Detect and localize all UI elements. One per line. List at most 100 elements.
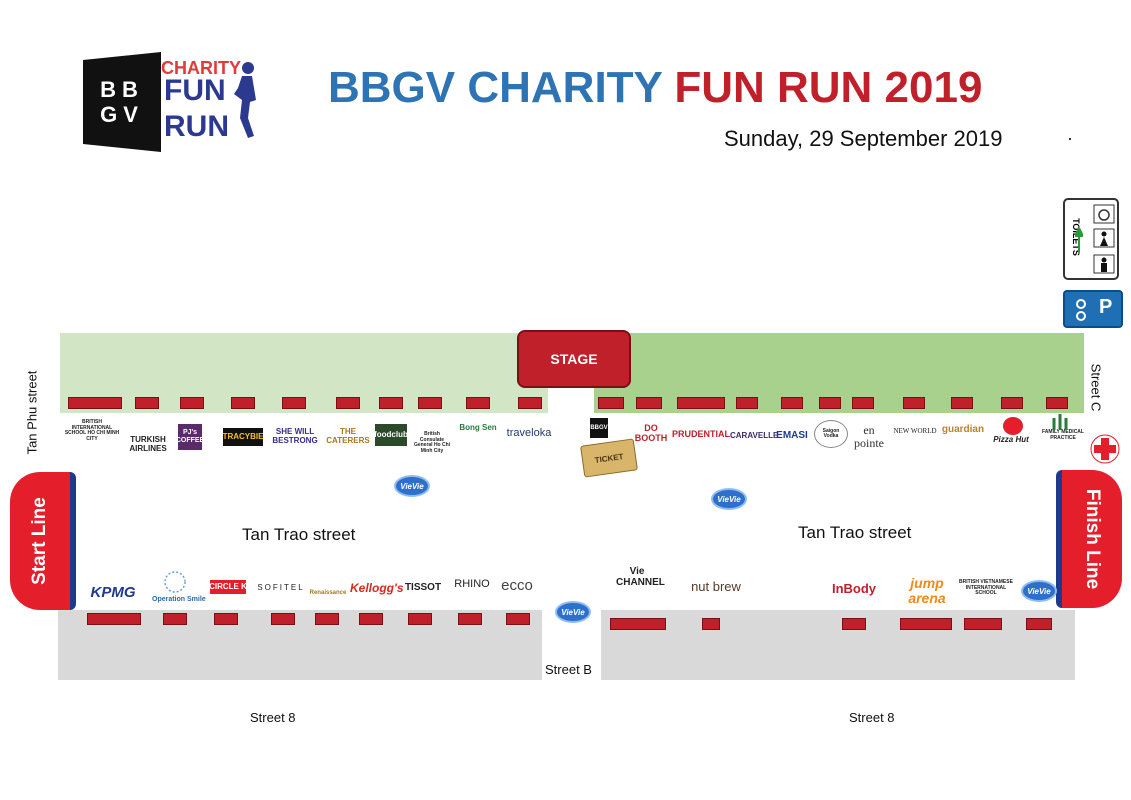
decorative-dot <box>1069 138 1071 140</box>
booth <box>271 613 295 625</box>
booth <box>282 397 306 409</box>
male-icon <box>1093 254 1115 274</box>
sponsor-pjs-coffee: PJ's COFFEE <box>176 424 204 450</box>
sponsor-circle-k: CIRCLE K <box>209 580 247 594</box>
logo-fun-text: FUN <box>164 74 226 107</box>
sponsor-vie-channel: Vie CHANNEL <box>616 566 665 588</box>
sponsor-bis: BRITISH INTERNATIONAL SCHOOL HO CHI MINH… <box>64 419 120 442</box>
street-8-left: Street 8 <box>250 710 296 725</box>
booth <box>781 397 803 409</box>
booth <box>231 397 255 409</box>
vie-label: VieVie <box>1027 586 1051 596</box>
vie-water-station: VieVie <box>555 601 591 623</box>
sponsor-do-booth: DO BOOTH <box>634 423 668 443</box>
sponsor-rhino: RHINO <box>454 578 490 590</box>
booth <box>1001 397 1023 409</box>
sponsor-nut-brew: nut brew <box>691 579 741 594</box>
sponsor-emasi: EMASI <box>776 430 808 441</box>
booth <box>736 397 758 409</box>
first-aid-icon <box>1090 434 1120 464</box>
street-tan-trao-right: Tan Trao street <box>798 523 912 542</box>
event-date: Sunday, 29 September 2019 <box>724 126 1003 151</box>
accessible-icon <box>1093 204 1115 224</box>
sponsor-guardian: guardian <box>941 424 985 435</box>
logo-bb-text: BB <box>100 76 144 102</box>
vie-water-station: VieVie <box>711 488 747 510</box>
booth <box>900 618 952 630</box>
booth <box>903 397 925 409</box>
booth <box>336 397 360 409</box>
fmp-icon <box>1052 414 1068 430</box>
parking-sign: P <box>1063 290 1123 328</box>
sponsor-caravelle: CARAVELLE <box>730 431 779 440</box>
sponsor-bvis: BRITISH VIETNAMESE INTERNATIONAL SCHOOL <box>959 579 1013 596</box>
booth <box>458 613 482 625</box>
booth <box>466 397 490 409</box>
vie-label: VieVie <box>400 481 424 491</box>
sponsor-family-medical-practice: FAMILY MEDICAL PRACTICE <box>1042 429 1084 441</box>
page-title: BBGV CHARITY FUN RUN 2019 <box>328 66 982 110</box>
booth <box>379 397 403 409</box>
booth <box>506 613 530 625</box>
vie-water-station: VieVie <box>394 475 430 497</box>
booth <box>518 397 542 409</box>
logo-gv-text: GV <box>100 102 144 127</box>
runner-icon <box>234 62 256 138</box>
booth <box>702 618 720 630</box>
toilets-sign: TOILETS <box>1063 198 1119 280</box>
booth <box>636 397 662 409</box>
stage: STAGE <box>517 330 631 388</box>
operation-smile-icon <box>164 571 186 593</box>
sponsor-jump-arena: jump arena <box>908 575 946 607</box>
motorbike-icon <box>1076 299 1086 321</box>
female-icon <box>1093 228 1115 248</box>
sponsor-en-pointe: en pointe <box>854 423 884 451</box>
bbgv-logo: BB GV <box>83 52 161 152</box>
booth <box>315 613 339 625</box>
sponsor-pizza-hut: Pizza Hut <box>993 435 1029 444</box>
booth <box>677 397 725 409</box>
sponsor-kpmg: KPMG <box>90 584 136 601</box>
sponsor-she-will-bestrong: SHE WILL BESTRONG <box>272 427 318 445</box>
sponsor-bong-sen: Bong Sen <box>459 423 497 432</box>
sponsor-renaissance: Renaissance <box>309 590 347 596</box>
sponsor-saigon-vodka: Saigon Vodka <box>814 420 848 448</box>
vie-label: VieVie <box>561 607 585 617</box>
start-line-label: Start Line <box>29 497 50 585</box>
booth <box>87 613 141 625</box>
booth <box>359 613 383 625</box>
sponsor-tracybie: TRACYBIE <box>223 428 263 446</box>
street-c: Street C <box>1088 363 1104 412</box>
finish-line-label: Finish Line <box>1082 488 1103 590</box>
ticket-booth: TICKET <box>580 438 638 478</box>
booth <box>180 397 204 409</box>
booth <box>408 613 432 625</box>
booth <box>1046 397 1068 409</box>
sponsor-operation-smile: Operation Smile <box>152 596 206 603</box>
street-tan-phu: Tan Phu street <box>24 370 40 455</box>
logo-charity-text: CHARITY <box>161 58 241 78</box>
sponsor-the-caterers: THE CATERERS <box>326 427 370 445</box>
sponsor-sofitel: SOFITEL <box>257 583 305 592</box>
vie-label: VieVie <box>717 494 741 504</box>
title-part-red: FUN RUN 2019 <box>674 63 983 112</box>
green-arrow-icon <box>1075 228 1083 252</box>
sponsor-foodclub: foodclub <box>374 424 408 446</box>
parking-label: P <box>1099 296 1113 318</box>
street-8-right: Street 8 <box>849 710 895 725</box>
street-tan-trao-left: Tan Trao street <box>242 525 356 544</box>
sponsor-tissot: TISSOT <box>404 582 442 593</box>
start-line: Start Line <box>10 472 76 610</box>
booth <box>842 618 866 630</box>
booth <box>951 397 973 409</box>
street-b: Street B <box>545 662 592 677</box>
booth <box>418 397 442 409</box>
booth <box>1026 618 1052 630</box>
booth <box>598 397 624 409</box>
sponsor-traveloka: traveloka <box>506 427 552 439</box>
sponsor-kelloggs: Kellogg's <box>350 581 404 595</box>
pizza-hut-icon <box>1003 417 1023 435</box>
booth <box>163 613 187 625</box>
sponsor-new-world: NEW WORLD <box>893 427 937 435</box>
booth <box>135 397 159 409</box>
